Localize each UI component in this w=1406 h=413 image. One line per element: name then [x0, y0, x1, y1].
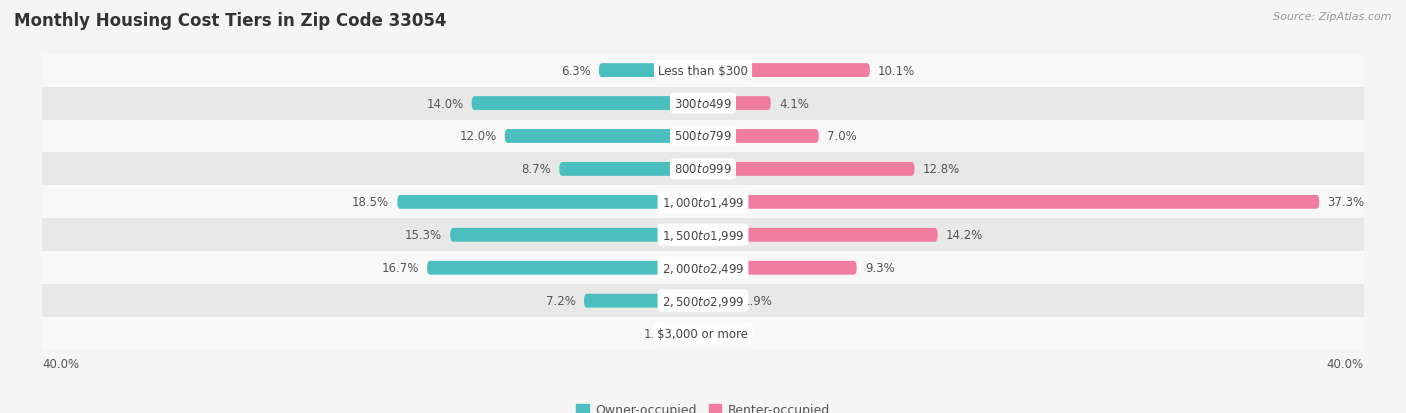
FancyBboxPatch shape	[599, 64, 703, 78]
Text: $2,000 to $2,499: $2,000 to $2,499	[662, 261, 744, 275]
Text: 7.0%: 7.0%	[827, 130, 856, 143]
FancyBboxPatch shape	[703, 195, 1319, 209]
Text: $500 to $799: $500 to $799	[673, 130, 733, 143]
Text: Source: ZipAtlas.com: Source: ZipAtlas.com	[1274, 12, 1392, 22]
FancyBboxPatch shape	[398, 195, 703, 209]
Text: 7.2%: 7.2%	[546, 294, 576, 307]
Text: 15.3%: 15.3%	[405, 229, 441, 242]
FancyBboxPatch shape	[427, 261, 703, 275]
FancyBboxPatch shape	[682, 327, 703, 341]
Text: 18.5%: 18.5%	[352, 196, 389, 209]
Text: 14.0%: 14.0%	[426, 97, 464, 110]
Text: 40.0%: 40.0%	[42, 357, 79, 370]
Text: 16.7%: 16.7%	[381, 261, 419, 275]
Text: 1.3%: 1.3%	[644, 328, 673, 340]
FancyBboxPatch shape	[42, 88, 1364, 120]
Text: 37.3%: 37.3%	[1327, 196, 1365, 209]
FancyBboxPatch shape	[703, 294, 734, 308]
Text: 10.1%: 10.1%	[879, 64, 915, 77]
Text: 0.3%: 0.3%	[716, 328, 745, 340]
Text: 1.9%: 1.9%	[742, 294, 772, 307]
FancyBboxPatch shape	[703, 261, 856, 275]
Text: $2,500 to $2,999: $2,500 to $2,999	[662, 294, 744, 308]
Text: 40.0%: 40.0%	[1327, 357, 1364, 370]
FancyBboxPatch shape	[505, 130, 703, 144]
FancyBboxPatch shape	[450, 228, 703, 242]
FancyBboxPatch shape	[42, 186, 1364, 219]
FancyBboxPatch shape	[42, 219, 1364, 252]
FancyBboxPatch shape	[583, 294, 703, 308]
FancyBboxPatch shape	[42, 252, 1364, 285]
Text: $3,000 or more: $3,000 or more	[658, 328, 748, 340]
Text: $800 to $999: $800 to $999	[673, 163, 733, 176]
Text: 9.3%: 9.3%	[865, 261, 894, 275]
Text: 6.3%: 6.3%	[561, 64, 591, 77]
Text: 8.7%: 8.7%	[522, 163, 551, 176]
FancyBboxPatch shape	[703, 64, 870, 78]
FancyBboxPatch shape	[703, 130, 818, 144]
FancyBboxPatch shape	[703, 228, 938, 242]
FancyBboxPatch shape	[42, 285, 1364, 317]
FancyBboxPatch shape	[42, 153, 1364, 186]
FancyBboxPatch shape	[703, 163, 914, 176]
FancyBboxPatch shape	[560, 163, 703, 176]
Text: 12.8%: 12.8%	[922, 163, 960, 176]
FancyBboxPatch shape	[42, 317, 1364, 350]
Legend: Owner-occupied, Renter-occupied: Owner-occupied, Renter-occupied	[576, 403, 830, 413]
Text: 14.2%: 14.2%	[946, 229, 983, 242]
FancyBboxPatch shape	[42, 120, 1364, 153]
Text: $1,500 to $1,999: $1,500 to $1,999	[662, 228, 744, 242]
Text: Less than $300: Less than $300	[658, 64, 748, 77]
FancyBboxPatch shape	[703, 327, 709, 341]
Text: 4.1%: 4.1%	[779, 97, 808, 110]
Text: 12.0%: 12.0%	[460, 130, 496, 143]
Text: $1,000 to $1,499: $1,000 to $1,499	[662, 195, 744, 209]
FancyBboxPatch shape	[471, 97, 703, 111]
FancyBboxPatch shape	[703, 97, 770, 111]
FancyBboxPatch shape	[42, 55, 1364, 88]
Text: Monthly Housing Cost Tiers in Zip Code 33054: Monthly Housing Cost Tiers in Zip Code 3…	[14, 12, 447, 30]
Text: $300 to $499: $300 to $499	[673, 97, 733, 110]
